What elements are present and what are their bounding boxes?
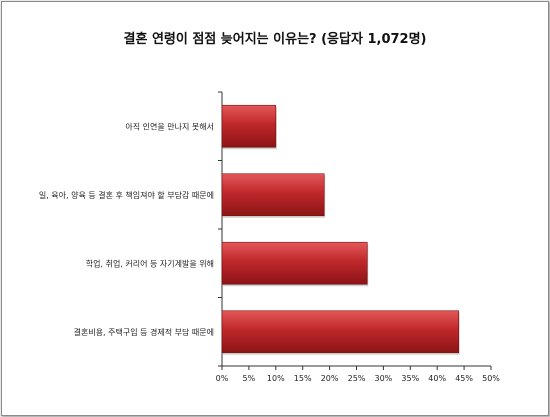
y-category-label: 아직 인연을 만나지 못해서	[125, 121, 214, 131]
y-category-label: 학업, 취업, 커리어 등 자기계발을 위해	[86, 258, 214, 268]
bar	[221, 173, 325, 217]
bar	[221, 241, 368, 285]
chart-title: 결혼 연령이 점점 늦어지는 이유는? (응답자 1,072명)	[124, 31, 427, 47]
bar	[221, 104, 277, 148]
x-tick-label: 50%	[482, 374, 500, 383]
x-tick-label: 30%	[375, 374, 393, 383]
x-tick-label: 0%	[216, 374, 229, 383]
x-tick-label: 40%	[428, 374, 446, 383]
x-tick-label: 45%	[455, 374, 473, 383]
x-tick-label: 15%	[294, 374, 312, 383]
x-tick-label: 25%	[348, 374, 366, 383]
x-tick-label: 10%	[267, 374, 285, 383]
y-category-label: 일, 육아, 양육 등 결혼 후 책임져야 할 부담감 때문에	[39, 190, 214, 200]
y-category-label: 결혼비용, 주택구입 등 경제적 부담 때문에	[74, 327, 214, 337]
x-tick-label: 20%	[321, 374, 339, 383]
x-tick-label: 35%	[401, 374, 419, 383]
x-tick-label: 5%	[243, 374, 256, 383]
bar	[221, 310, 460, 354]
